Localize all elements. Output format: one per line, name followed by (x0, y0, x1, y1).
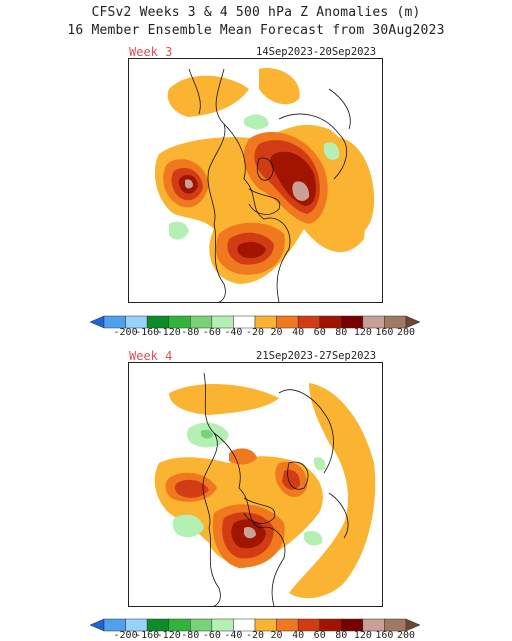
week4-colorbar-tick-label: 20 (270, 630, 283, 641)
week3-map-canvas (154, 68, 375, 302)
week4-colorbar-tick-label: -200 (113, 630, 138, 641)
week4-colorbar-tick-label: 40 (292, 630, 305, 641)
week4-label: Week 4 (129, 349, 173, 363)
week4-colorbar-high-arrow (405, 618, 420, 632)
week3-colorbar-tick-label: -120 (156, 327, 181, 338)
week3-negative-fills (169, 114, 340, 240)
week4-colorbar-tick-label: -60 (202, 630, 221, 641)
week4-colorbar (90, 618, 420, 632)
chart-title: CFSv2 Weeks 3 & 4 500 hPa Z Anomalies (m… (91, 5, 421, 20)
week3-colorbar-tick-label: -40 (224, 327, 243, 338)
week4-colorbar-tick-label: -120 (156, 630, 181, 641)
week4-anomaly-fills (154, 383, 376, 599)
week3-colorbar-tick-label: -160 (135, 327, 160, 338)
week4-colorbar-tick-label: 60 (313, 630, 326, 641)
week4-colorbar-tick-label: 200 (396, 630, 416, 641)
week4-colorbar-tick-label: -20 (245, 630, 265, 641)
week3-colorbar-tick-label: -80 (181, 327, 200, 338)
week4-colorbar-low-arrow (90, 618, 105, 632)
week4-coastlines (202, 372, 349, 606)
week3-coastlines (188, 68, 351, 302)
week3-colorbar-tick-label: 120 (353, 327, 372, 338)
week4-colorbar-tick-label: -80 (181, 630, 200, 641)
week3-map (128, 58, 383, 303)
week4-date-range: 21Sep2023-27Sep2023 (256, 350, 377, 362)
week3-colorbar-tick-label: 20 (270, 327, 283, 338)
week3-colorbar-tick-label: -200 (113, 327, 138, 338)
week4-colorbar-tick-label: -40 (224, 630, 243, 641)
week4-colorbar-tick-label: -160 (135, 630, 160, 641)
week3-anomaly-fills (154, 68, 375, 284)
week3-date-range: 14Sep2023-20Sep2023 (256, 46, 377, 58)
week3-colorbar-tick-label: 160 (375, 327, 394, 338)
week3-colorbar-tick-label: 40 (292, 327, 305, 338)
week4-colorbar-tick-label: 120 (353, 630, 372, 641)
week3-colorbar-tick-label: -60 (202, 327, 221, 338)
week3-colorbar-tick-label: 60 (313, 327, 326, 338)
week3-colorbar-high-arrow (405, 315, 420, 329)
week3-label: Week 3 (129, 45, 173, 59)
week3-colorbar-tick-label: -20 (245, 327, 265, 338)
week4-negative-fills (172, 422, 326, 546)
week3-colorbar-tick-label: 80 (335, 327, 348, 338)
week4-colorbar-tick-label: 80 (335, 630, 348, 641)
week3-colorbar (90, 315, 420, 329)
week4-colorbar-tick-label: 160 (375, 630, 394, 641)
chart-subtitle: 16 Member Ensemble Mean Forecast from 30… (67, 23, 445, 38)
week3-colorbar-low-arrow (90, 315, 105, 329)
week3-colorbar-tick-label: 200 (396, 327, 416, 338)
week4-map-canvas (154, 372, 376, 606)
week4-map (128, 362, 383, 607)
